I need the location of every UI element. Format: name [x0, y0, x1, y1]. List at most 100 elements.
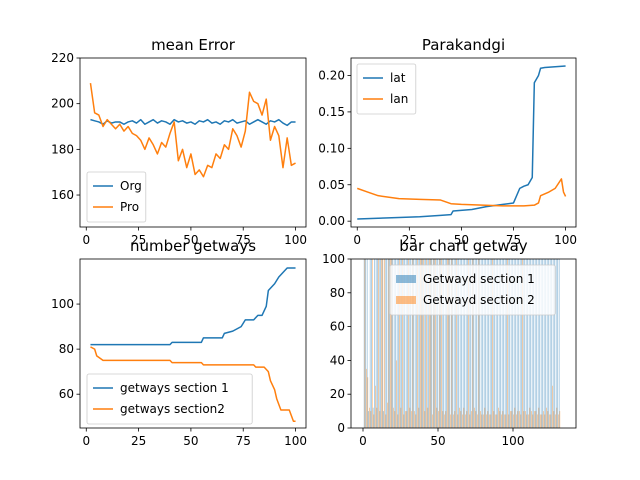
bar-1-115 — [534, 259, 536, 428]
bar-2-44 — [429, 259, 430, 428]
bar-2-33 — [412, 259, 414, 428]
bar-1-24 — [398, 259, 399, 428]
bar-1-90 — [497, 259, 498, 428]
bar-2-60 — [453, 414, 454, 428]
bar-1-88 — [494, 259, 495, 428]
bar-1-28 — [404, 259, 405, 428]
axes-frame-2 — [350, 57, 577, 228]
bar-1-98 — [509, 259, 510, 428]
bar-2-59 — [451, 259, 453, 428]
bar-2-20 — [393, 407, 394, 428]
x-tick-label: 75 — [506, 233, 521, 247]
bar-1-110 — [527, 259, 529, 428]
x-tick-label: 0 — [82, 434, 90, 448]
bar-1-52 — [440, 259, 441, 428]
bar-2-91 — [499, 411, 501, 428]
bar-2-9 — [376, 407, 378, 428]
bar-1-36 — [416, 259, 417, 428]
bar-1-4 — [368, 411, 369, 428]
bar-1-8 — [374, 259, 375, 428]
series-line-1 — [357, 65, 566, 220]
bar-2-67 — [463, 407, 465, 428]
bar-1-65 — [459, 259, 461, 428]
bar-2-82 — [486, 414, 487, 428]
bar-1-25 — [399, 259, 401, 428]
legend-swatch — [396, 296, 416, 304]
bar-2-103 — [517, 411, 519, 428]
legend-box — [86, 171, 147, 223]
bar-2-127 — [553, 411, 555, 428]
bar-1-72 — [470, 259, 471, 428]
axes-frame-4 — [350, 258, 577, 429]
series-line-2 — [90, 346, 296, 422]
bar-1-49 — [435, 259, 437, 428]
bar-1-14 — [383, 411, 384, 428]
y-tick-label: 0 — [337, 421, 345, 435]
bar-2-64 — [459, 407, 460, 428]
bar-1-43 — [426, 259, 428, 428]
bar-1-38 — [419, 259, 420, 428]
x-tick-label: 25 — [131, 233, 146, 247]
bar-1-30 — [407, 259, 408, 428]
bar-2-4 — [369, 407, 370, 428]
bar-2-101 — [514, 407, 516, 428]
bar-1-109 — [525, 259, 527, 428]
bar-1-3 — [366, 259, 368, 428]
bar-1-111 — [528, 259, 530, 428]
bar-1-67 — [462, 259, 464, 428]
y-tick-label: 0.10 — [318, 141, 345, 155]
bar-2-78 — [480, 411, 481, 428]
bar-1-73 — [471, 259, 473, 428]
bar-1-57 — [447, 259, 449, 428]
subplot-2: 0 25 50 75 100 0.00 0.05 0.10 0.15 0.20 Parakandgi… — [318, 36, 577, 247]
bar-2-128 — [555, 414, 556, 428]
bar-2-86 — [492, 259, 493, 428]
bar-1-26 — [401, 259, 402, 428]
bar-1-116 — [536, 259, 538, 428]
bar-2-129 — [556, 407, 558, 428]
bar-2-14 — [384, 259, 385, 428]
legend-entry: Org — [120, 179, 142, 193]
bar-1-39 — [420, 259, 422, 428]
bar-2-124 — [549, 414, 550, 428]
plot-area-4 — [363, 259, 561, 428]
bar-1-16 — [386, 259, 387, 428]
legend-box — [356, 63, 417, 115]
legend-box — [86, 373, 253, 425]
bar-1-124 — [548, 259, 550, 428]
bar-1-61 — [453, 259, 455, 428]
bar-1-44 — [428, 259, 429, 428]
axes-frame-3 — [79, 258, 307, 429]
bar-2-17 — [388, 259, 390, 428]
x-tick-label: 0 — [82, 233, 90, 247]
bar-1-92 — [500, 259, 501, 428]
bar-2-3 — [367, 377, 369, 428]
bar-2-22 — [396, 360, 397, 428]
x-tick-label: 100 — [284, 233, 307, 247]
bar-2-11 — [379, 411, 381, 428]
bar-1-77 — [477, 259, 479, 428]
bar-2-25 — [400, 407, 402, 428]
x-tick-label: 50 — [183, 233, 198, 247]
bar-1-128 — [554, 259, 556, 428]
bar-1-47 — [432, 259, 434, 428]
bar-1-94 — [503, 259, 504, 428]
legend-entry: lat — [390, 71, 406, 85]
bar-2-34 — [414, 411, 415, 428]
x-tick-label: 0 — [359, 434, 367, 448]
bar-2-84 — [489, 414, 490, 428]
legend-entry: getways section2 — [120, 402, 225, 416]
bar-2-87 — [493, 411, 495, 428]
bar-2-116 — [537, 414, 538, 428]
bar-2-74 — [474, 407, 475, 428]
bar-1-79 — [480, 259, 482, 428]
y-tick-label: 100 — [51, 297, 74, 311]
y-tick-label: 200 — [51, 97, 74, 111]
bar-1-21 — [393, 259, 395, 428]
x-tick-label: 75 — [236, 434, 251, 448]
bar-2-83 — [487, 411, 489, 428]
bar-1-53 — [441, 259, 443, 428]
bar-2-94 — [504, 414, 505, 428]
bar-1-91 — [498, 259, 500, 428]
bar-2-38 — [420, 259, 421, 428]
